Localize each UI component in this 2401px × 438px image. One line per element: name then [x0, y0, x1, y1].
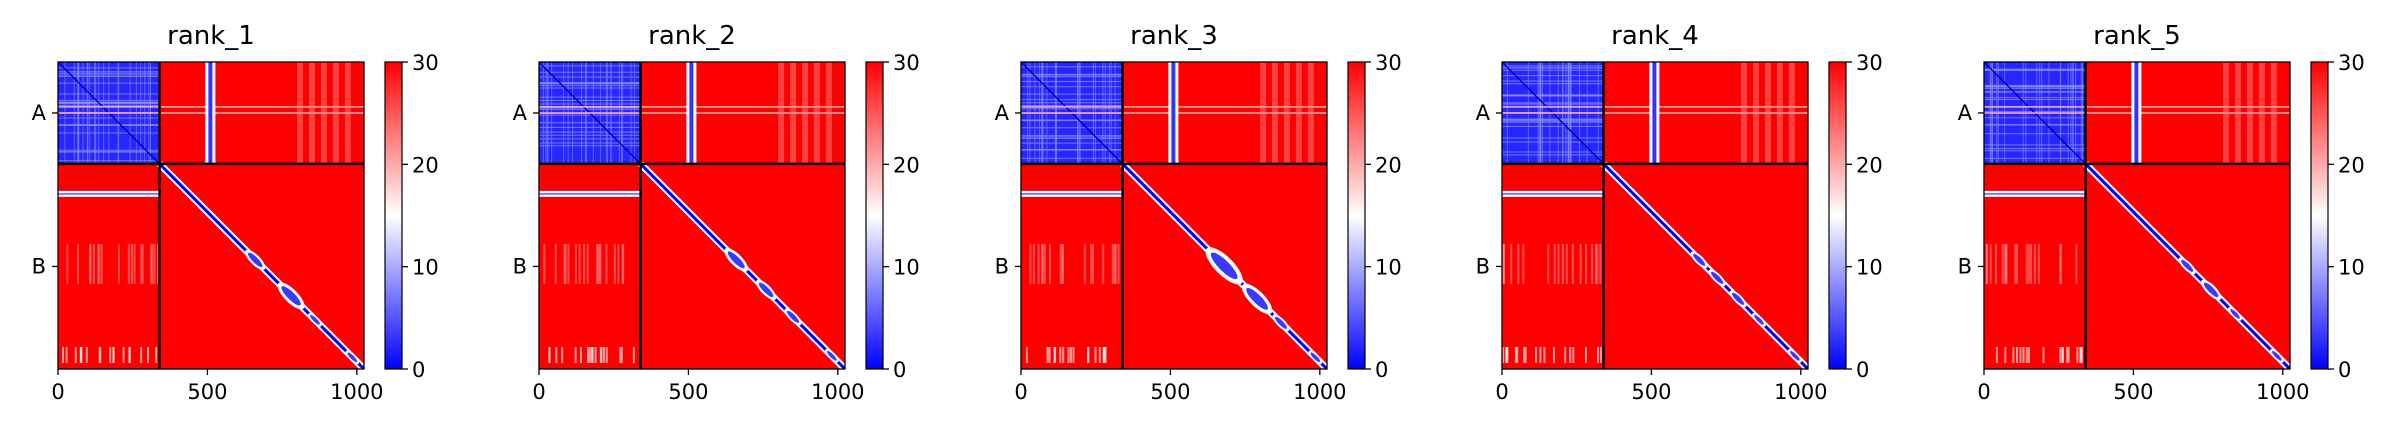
heatmap-panel-4: rank_4 0 500 1000 A B 0 10 20 30 [1476, 21, 1883, 404]
colorbar-tick-label: 10 [1375, 256, 1402, 280]
heatmap-panel-2: rank_2 0 500 1000 A B 0 10 20 30 [513, 21, 920, 404]
x-tick-label: 500 [1150, 380, 1190, 404]
plot-frame [1020, 61, 1328, 370]
heatmap-panel-5: rank_5 0 500 1000 A B 0 10 20 30 [1958, 21, 2365, 404]
y-tick-label: B [1958, 254, 1972, 278]
y-tick-label: A [995, 101, 1010, 125]
diagonal-blob [1690, 251, 1708, 269]
x-tick-label: 0 [51, 380, 64, 404]
x-tick-label: 0 [532, 380, 545, 404]
colorbar-tick-label: 10 [2338, 256, 2365, 280]
x-tick-label: 1000 [1774, 380, 1827, 404]
diagonal-blob [1788, 349, 1802, 363]
y-tick-label: A [32, 101, 47, 125]
x-tick-label: 500 [668, 380, 708, 404]
colorbar-tick-label: 0 [412, 358, 425, 382]
y-tick-label: A [513, 101, 528, 125]
colorbar-tick-label: 30 [1856, 51, 1883, 75]
x-tick-label: 1000 [330, 380, 383, 404]
panel-title: rank_4 [1611, 21, 1699, 51]
diagonal-blob [825, 349, 839, 363]
diagonal-blob [724, 248, 749, 272]
y-tick-label: B [513, 254, 527, 278]
x-tick-label: 1000 [1293, 380, 1346, 404]
colorbar [1347, 61, 1366, 370]
diagonal-blob [1729, 290, 1747, 308]
diagonal-blob [308, 313, 322, 327]
heatmap-image [1021, 62, 1327, 369]
y-tick-label: B [1476, 254, 1490, 278]
y-tick-label: A [1476, 101, 1491, 125]
heatmap-image [1502, 62, 1808, 369]
colorbar-tick-label: 20 [2338, 153, 2365, 177]
colorbar-tick-label: 0 [1375, 358, 1388, 382]
colorbar-tick-label: 20 [412, 153, 439, 177]
diagonal-blob [2200, 279, 2222, 301]
diagonal-blob [1272, 314, 1290, 332]
colorbar-tick-label: 20 [893, 153, 920, 177]
colorbar-tick-label: 10 [893, 256, 920, 280]
diagonal-blob [1752, 313, 1766, 327]
colorbar-tick-label: 10 [412, 256, 439, 280]
heatmap-panel-3: rank_3 0 500 1000 A B 0 10 20 30 [995, 21, 1402, 404]
diagonal-blob [784, 308, 802, 326]
colorbar-tick-label: 30 [412, 51, 439, 75]
x-tick-label: 500 [1631, 380, 1671, 404]
colorbar-tick-label: 30 [893, 51, 920, 75]
colorbar-tick-label: 20 [1856, 153, 1883, 177]
plot-frame [57, 61, 365, 370]
diagonal-blob [1308, 350, 1323, 365]
colorbar [384, 61, 403, 370]
x-tick-label: 500 [187, 380, 227, 404]
colorbar-tick-label: 0 [2338, 358, 2351, 382]
x-tick-label: 1000 [2256, 380, 2309, 404]
panel-title: rank_1 [167, 21, 255, 51]
colorbar [2310, 61, 2329, 370]
plot-frame [538, 61, 846, 370]
x-tick-label: 1000 [811, 380, 864, 404]
panel-title: rank_2 [648, 21, 736, 51]
x-tick-label: 0 [1014, 380, 1027, 404]
panel-title: rank_5 [2093, 21, 2181, 51]
diagonal-blob [2270, 349, 2284, 363]
colorbar-tick-label: 30 [2338, 51, 2365, 75]
x-tick-label: 0 [1977, 380, 1990, 404]
colorbar-tick-label: 20 [1375, 153, 1402, 177]
diagonal-blob [2228, 307, 2242, 321]
diagonal-blob [1205, 247, 1243, 285]
colorbar [865, 61, 884, 370]
panel-title: rank_3 [1130, 21, 1218, 51]
diagonal-blob [755, 279, 777, 301]
colorbar-tick-label: 10 [1856, 256, 1883, 280]
y-tick-label: B [32, 254, 46, 278]
heatmap-image [58, 62, 364, 369]
y-tick-label: A [1958, 101, 1973, 125]
heatmap-image [539, 62, 845, 369]
y-tick-label: B [995, 254, 1009, 278]
diagonal-blob [345, 350, 360, 365]
heatmap-image [1984, 62, 2290, 369]
colorbar-tick-label: 0 [893, 358, 906, 382]
diagonal-blob [245, 249, 266, 271]
plot-frame [1501, 61, 1809, 370]
x-tick-label: 500 [2113, 380, 2153, 404]
diagonal-blob [2178, 257, 2196, 275]
colorbar [1828, 61, 1847, 370]
heatmap-panel-1: rank_1 0 500 1000 A B 0 10 20 30 [32, 21, 439, 404]
diagonal-blob [1241, 283, 1273, 315]
x-tick-label: 0 [1495, 380, 1508, 404]
diagonal-blob [1708, 269, 1726, 287]
plot-frame [1983, 61, 2291, 370]
diagonal-blob [277, 282, 305, 310]
colorbar-tick-label: 0 [1856, 358, 1869, 382]
colorbar-tick-label: 30 [1375, 51, 1402, 75]
